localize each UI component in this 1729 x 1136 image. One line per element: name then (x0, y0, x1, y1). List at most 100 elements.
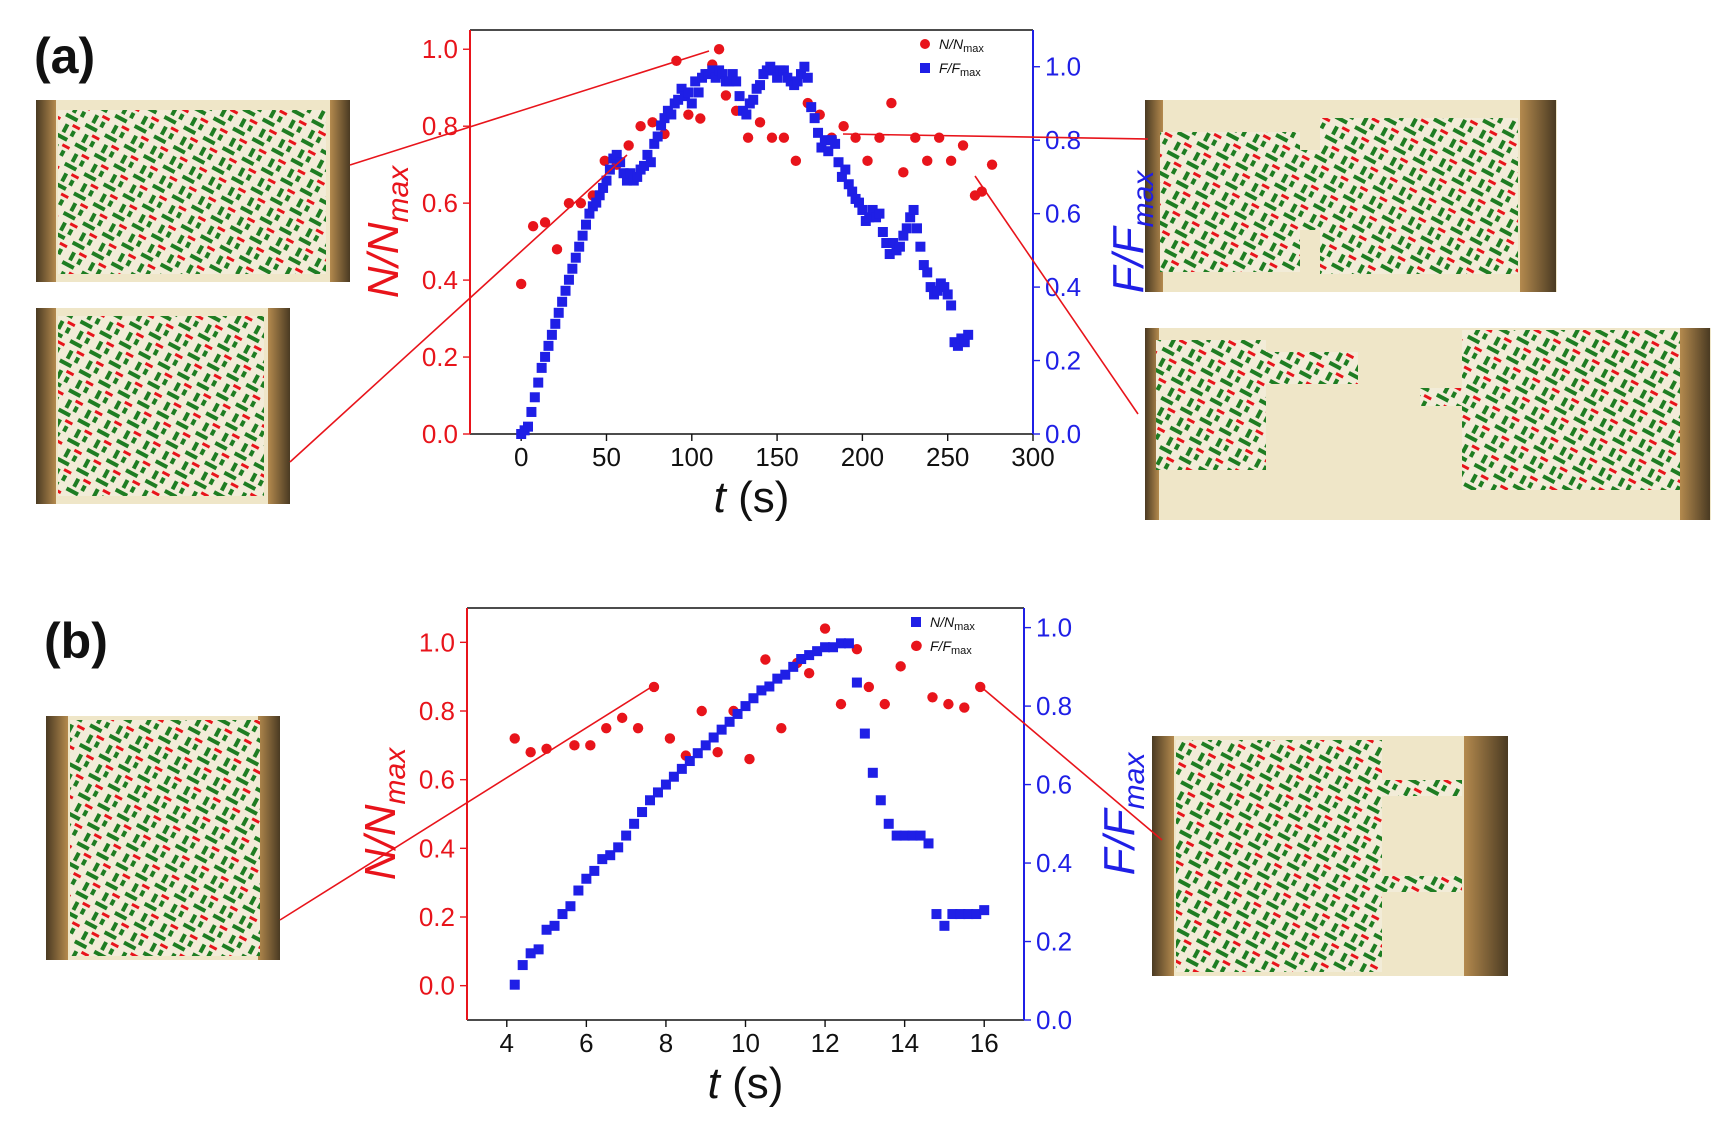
data-point-right (525, 948, 536, 959)
x-tick-label: 12 (811, 1028, 840, 1058)
right-axis-title: F/Fmax (1104, 170, 1160, 294)
legend-label: F/Fmax (930, 638, 972, 657)
right-tick-label: 0.2 (1036, 927, 1072, 957)
data-point-right (683, 87, 694, 98)
data-point-left (713, 44, 725, 55)
data-point-right (823, 146, 834, 157)
panel-label-b: (b) (44, 613, 108, 669)
data-point-right (796, 654, 807, 665)
data-point-left (850, 132, 861, 143)
data-point-right (946, 300, 957, 311)
data-point-right (795, 69, 806, 80)
data-point-right (802, 72, 813, 83)
data-point-right (700, 740, 711, 751)
data-point-left (742, 132, 754, 143)
connector-b-left (279, 685, 654, 921)
data-point-left (539, 217, 551, 228)
data-point-right (792, 76, 803, 87)
data-point-right (830, 138, 841, 149)
data-point-right (611, 149, 622, 160)
data-point-right (676, 763, 687, 774)
data-point-right (597, 854, 608, 865)
data-point-right (693, 87, 704, 98)
connector-lines (279, 50, 1163, 921)
data-point-right (864, 212, 875, 223)
data-point-left (933, 132, 945, 143)
x-tick-label: 10 (731, 1028, 760, 1058)
data-point-right (692, 748, 703, 759)
data-point-right (905, 212, 916, 223)
data-point-left (760, 654, 771, 665)
left-tick-label: 1.0 (419, 627, 455, 657)
data-point-left (664, 733, 676, 744)
data-point-right (629, 818, 640, 829)
data-point-left (527, 221, 539, 232)
legend-label: N/Nmax (930, 614, 975, 633)
data-point-left (551, 244, 563, 255)
data-point-right (925, 282, 936, 293)
data-point-right (955, 909, 966, 920)
data-point-right (710, 72, 721, 83)
data-point-right (708, 732, 719, 743)
data-point-right (668, 771, 679, 782)
data-point-left (569, 740, 580, 751)
data-point-left (766, 132, 778, 143)
data-point-right (915, 241, 926, 252)
data-point-left (910, 132, 921, 143)
left-axis-title: N/Nmax (359, 165, 415, 298)
data-point-left (683, 109, 694, 120)
data-point-right (816, 142, 827, 153)
data-point-left (744, 753, 755, 765)
inset-photo-b-left (46, 716, 280, 960)
data-point-right (874, 208, 885, 219)
data-point-right (915, 830, 926, 841)
x-tick-label: 200 (841, 442, 884, 472)
left-tick-label: 0.6 (419, 765, 455, 795)
data-point-left (778, 132, 790, 143)
chart-a: 0 50 100 150 200 250 3000.00.20.40.60.81.00.00… (359, 29, 1160, 522)
data-point-right (853, 197, 864, 208)
data-point-right (581, 873, 592, 884)
data-point-left (635, 120, 646, 132)
data-point-right (645, 157, 656, 168)
data-point-right (881, 238, 892, 249)
data-point-right (673, 94, 684, 105)
legend-marker (920, 39, 930, 49)
x-tick-label: 250 (926, 442, 969, 472)
data-point-right (899, 830, 910, 841)
data-point-left (819, 623, 831, 634)
right-tick-label: 0.0 (1045, 419, 1081, 449)
data-point-right (523, 421, 534, 432)
connector-a-top-right (842, 133, 1149, 140)
data-point-right (724, 716, 735, 727)
data-point-left (879, 698, 890, 710)
data-point-right (577, 230, 588, 241)
data-point-left (696, 705, 707, 717)
data-point-right (659, 113, 670, 124)
right-tick-label: 0.8 (1036, 691, 1072, 721)
data-point-right (959, 337, 970, 348)
data-point-right (922, 267, 933, 278)
data-point-left (623, 140, 634, 151)
data-point-right (574, 241, 585, 252)
data-point-left (895, 661, 906, 672)
data-point-left (712, 747, 723, 758)
data-point-right (908, 204, 919, 215)
data-point-right (594, 190, 605, 201)
data-point-left (632, 722, 644, 734)
x-tick-label: 300 (1011, 442, 1054, 472)
data-point-left (599, 155, 610, 167)
data-point-left (945, 155, 957, 167)
legend-marker (920, 63, 930, 73)
connector-a-bottom-right (974, 175, 1139, 415)
data-point-right (686, 98, 697, 109)
right-tick-label: 0.4 (1036, 848, 1072, 878)
left-tick-label: 0.0 (419, 971, 455, 1001)
data-point-right (690, 76, 701, 87)
data-point-right (573, 885, 584, 896)
data-point-right (656, 120, 667, 131)
data-point-right (724, 76, 735, 87)
data-point-right (867, 767, 878, 778)
data-point-right (772, 673, 783, 684)
inset-photo-a-top-left (36, 100, 350, 282)
